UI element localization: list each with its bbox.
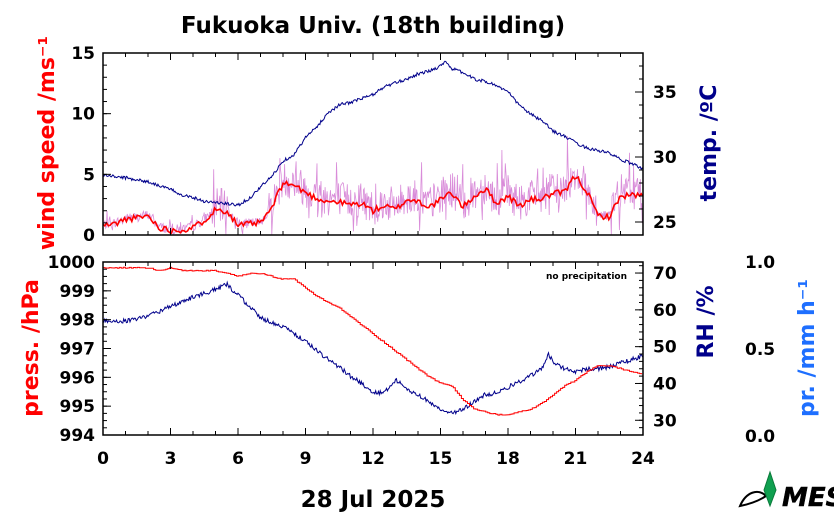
y-tick-label: 996 — [60, 368, 96, 388]
precipitation-axis: 1.0 0.5 0.0 — [745, 253, 775, 447]
y-tick-label: 10 — [71, 105, 95, 125]
y-tick-label: 999 — [60, 282, 96, 302]
x-tick-labels: 0 3 6 9 12 15 18 21 24 — [97, 449, 655, 469]
temperature-axis-label: temp. /ºC — [697, 85, 722, 202]
gust-line — [102, 136, 643, 235]
humidity-axis-label: RH /% — [694, 285, 719, 358]
precip-tick-label: 0.0 — [745, 427, 775, 447]
x-tick-label: 0 — [97, 449, 109, 469]
y-tick-label: 35 — [653, 83, 677, 103]
y-tick-label: 15 — [71, 44, 95, 64]
wind-speed-line — [102, 175, 644, 235]
y-tick-label: 995 — [60, 397, 96, 417]
logo-text: MES — [782, 483, 834, 513]
x-tick-label: 21 — [564, 449, 588, 469]
temperature-line — [102, 60, 644, 207]
gust-series — [102, 136, 643, 235]
x-tick-label: 9 — [300, 449, 312, 469]
y-tick-label: 70 — [653, 264, 677, 284]
x-tick-label: 24 — [631, 449, 655, 469]
y-tick-label: 50 — [653, 338, 677, 358]
precip-tick-label: 0.5 — [745, 340, 775, 360]
y-tick-label: 30 — [653, 148, 677, 168]
precipitation-axis-label: pr. /mm h⁻¹ — [795, 279, 820, 417]
y-tick-label: 25 — [653, 213, 677, 233]
pressure-axis-label: press. /hPa — [19, 279, 44, 417]
chart-title: Fukuoka Univ. (18th building) — [181, 13, 565, 39]
institution-logo: MES — [738, 470, 834, 513]
panel2-ticks: 994 995 996 997 998 999 1000 30 40 50 60 70 — [48, 253, 677, 446]
pressure-line — [103, 266, 643, 416]
y-tick-label: 0 — [83, 226, 95, 246]
pressure-humidity-panel: 994 995 996 997 998 999 1000 30 40 50 60 70 no prec… — [19, 253, 820, 447]
wind-temperature-panel: 0 5 10 15 25 30 35 wind speed /ms⁻¹ temp. /ºC — [35, 36, 722, 250]
panel2-frame — [102, 261, 644, 436]
panel1-series — [102, 60, 644, 235]
y-tick-label: 5 — [83, 165, 95, 185]
y-tick-label: 998 — [60, 311, 96, 331]
x-axis-label: 28 Jul 2025 — [301, 487, 446, 513]
x-tick-label: 18 — [496, 449, 520, 469]
panel2-series — [102, 266, 644, 416]
x-tick-label: 12 — [361, 449, 385, 469]
wind-speed-axis-label: wind speed /ms⁻¹ — [35, 36, 60, 250]
y-tick-label: 40 — [653, 374, 677, 394]
precip-tick-label: 1.0 — [745, 253, 775, 273]
x-tick-label: 15 — [429, 449, 453, 469]
y-tick-label: 997 — [60, 340, 96, 360]
x-tick-label: 3 — [165, 449, 177, 469]
y-tick-label: 994 — [60, 426, 96, 446]
y-tick-label: 30 — [653, 411, 677, 431]
x-tick-label: 6 — [232, 449, 244, 469]
y-tick-label: 1000 — [48, 253, 95, 273]
y-tick-label: 60 — [653, 301, 677, 321]
precipitation-note: no precipitation — [546, 272, 627, 282]
humidity-line — [102, 280, 644, 416]
panel1-ticks: 0 5 10 15 25 30 35 — [71, 44, 677, 246]
